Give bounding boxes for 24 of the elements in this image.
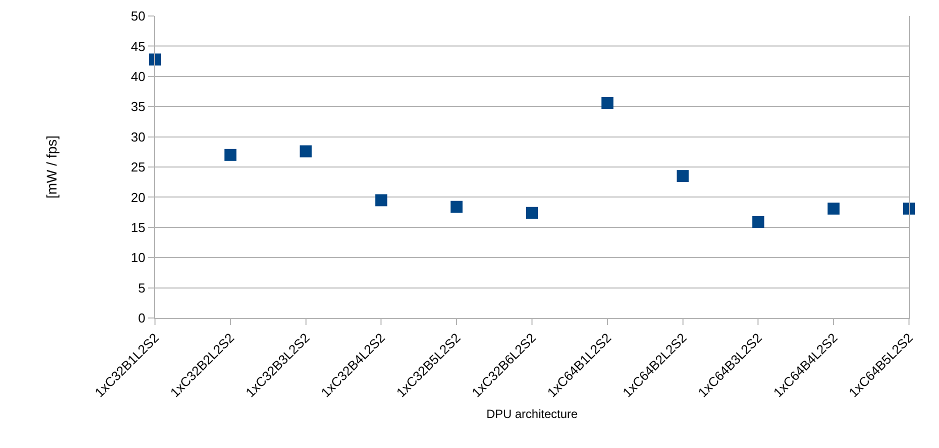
point (676, 170, 689, 182)
y-tick-label: 10 (130, 250, 146, 266)
y-tick-label: 25 (130, 160, 146, 175)
point (828, 202, 840, 215)
point (224, 148, 236, 161)
point (450, 200, 463, 213)
x-axis-title: DPU architecture (486, 407, 578, 422)
y-tick-label: 30 (130, 129, 146, 144)
y-tick-label: 20 (130, 190, 146, 205)
point (601, 96, 614, 109)
point (526, 206, 538, 219)
y-tick-label: 40 (130, 68, 146, 84)
y-tick-label: 35 (130, 99, 146, 114)
y-axis-title: [mW / fps] (44, 136, 60, 198)
point (752, 216, 764, 228)
y-tick-label: 0 (138, 310, 146, 326)
point (149, 53, 161, 66)
point (903, 202, 915, 215)
y-tick-label: 50 (130, 8, 146, 24)
y-tick-label: 15 (130, 220, 146, 235)
y-tick-label: 45 (130, 38, 146, 54)
point (300, 145, 312, 158)
y-tick-label: 5 (138, 280, 146, 296)
point (375, 194, 388, 206)
